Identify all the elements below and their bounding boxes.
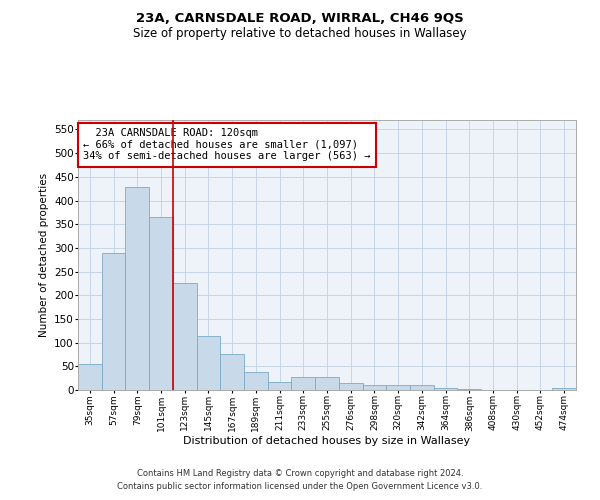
Bar [244,372,268,390]
Bar [220,354,244,390]
Bar [410,386,434,390]
Y-axis label: Number of detached properties: Number of detached properties [38,173,49,337]
Bar [552,388,576,390]
Bar [457,388,481,390]
Bar [125,188,149,390]
Bar [268,382,292,390]
Text: Size of property relative to detached houses in Wallasey: Size of property relative to detached ho… [133,28,467,40]
Text: 23A CARNSDALE ROAD: 120sqm
← 66% of detached houses are smaller (1,097)
34% of s: 23A CARNSDALE ROAD: 120sqm ← 66% of deta… [83,128,370,162]
Text: 23A, CARNSDALE ROAD, WIRRAL, CH46 9QS: 23A, CARNSDALE ROAD, WIRRAL, CH46 9QS [136,12,464,26]
Bar [197,336,220,390]
Bar [102,252,125,390]
Bar [173,284,197,390]
Bar [339,383,362,390]
Text: Contains HM Land Registry data © Crown copyright and database right 2024.: Contains HM Land Registry data © Crown c… [137,468,463,477]
Bar [78,364,102,390]
Text: Contains public sector information licensed under the Open Government Licence v3: Contains public sector information licen… [118,482,482,491]
Bar [149,217,173,390]
Bar [315,377,339,390]
Bar [434,388,457,390]
X-axis label: Distribution of detached houses by size in Wallasey: Distribution of detached houses by size … [184,436,470,446]
Bar [292,377,315,390]
Bar [386,386,410,390]
Bar [362,386,386,390]
